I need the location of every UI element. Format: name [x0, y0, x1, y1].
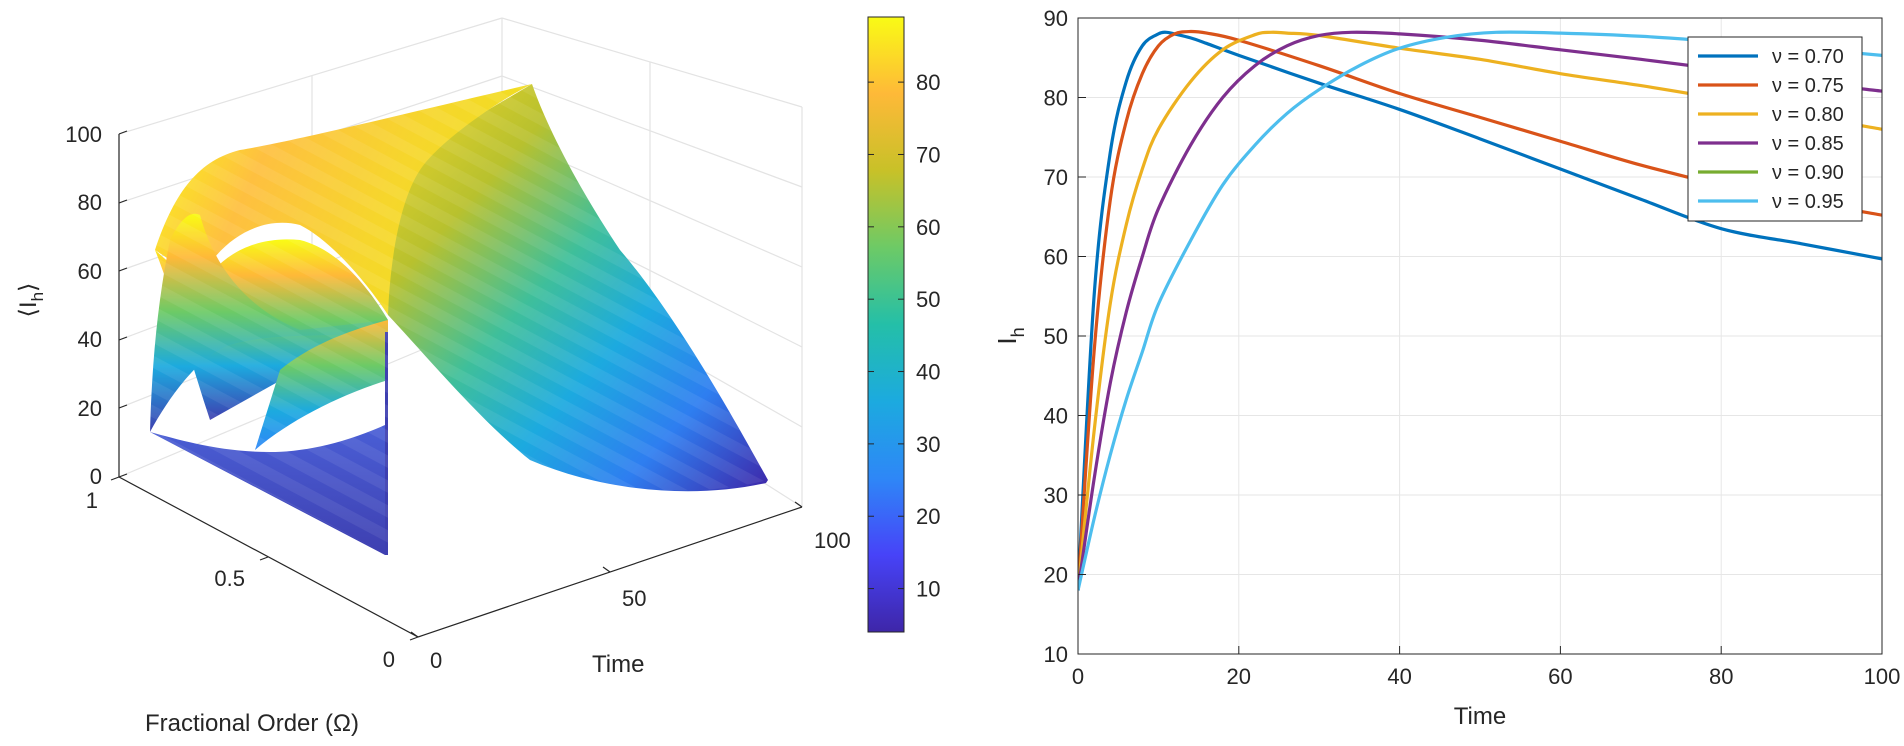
x-tick-labels: 0 50 100 [430, 528, 851, 673]
x-tick-label: 100 [814, 528, 851, 553]
y-tick-label: 10 [1044, 642, 1068, 667]
y-tick-labels: 0 0.5 1 [86, 488, 395, 672]
y-tick-label: 30 [1044, 483, 1068, 508]
x-tick-label: 100 [1864, 664, 1901, 689]
y-tick-label: 70 [1044, 165, 1068, 190]
colorbar-ticks: 10 20 30 40 50 60 70 80 [868, 70, 940, 602]
z-tick-label: 60 [78, 259, 102, 284]
y-tick-label: 20 [1044, 563, 1068, 588]
colorbar-gradient [867, 16, 905, 633]
legend: ν = 0.70 ν = 0.75 ν = 0.80 ν = 0.85 ν = 0.90… [1687, 36, 1863, 222]
surface-plot: 0 20 40 60 80 100 0 0.5 1 0 50 100 Time … [15, 17, 851, 737]
colorbar-tick-label: 20 [916, 504, 940, 529]
y-ticks: 10 20 30 40 50 60 70 80 90 [1044, 6, 1086, 667]
y-tick-label: 0 [383, 647, 395, 672]
legend-label: ν = 0.90 [1772, 162, 1844, 184]
colorbar-tick-label: 50 [916, 287, 940, 312]
z-tick-label: 100 [65, 122, 102, 147]
series-line-5 [1078, 30, 1882, 591]
colorbar-tick-label: 40 [916, 360, 940, 385]
y-tick-label: 60 [1044, 245, 1068, 270]
legend-items: ν = 0.70 ν = 0.75 ν = 0.80 ν = 0.85 ν = 0.90… [1698, 46, 1844, 213]
y-axis-label: Ih [992, 327, 1028, 344]
y-tick-label: 40 [1044, 404, 1068, 429]
z-tick-label: 20 [78, 396, 102, 421]
legend-label: ν = 0.75 [1772, 75, 1844, 97]
x-tick-label: 0 [430, 648, 442, 673]
x-tick-label: 80 [1709, 664, 1733, 689]
x-tick-label: 60 [1548, 664, 1572, 689]
colorbar: 10 20 30 40 50 60 70 80 [867, 16, 940, 633]
x-ticks: 0 20 40 60 80 100 [1072, 646, 1900, 689]
y-tick-label: 90 [1044, 6, 1068, 31]
surface-mesh [150, 84, 768, 555]
z-tick-label: 40 [78, 327, 102, 352]
y-tick-label: 50 [1044, 324, 1068, 349]
colorbar-tick-label: 70 [916, 142, 940, 167]
x-tick-label: 20 [1227, 664, 1251, 689]
series-line-1 [1078, 29, 1882, 591]
x-axis-3d [410, 501, 803, 638]
colorbar-tick-label: 80 [916, 70, 940, 95]
z-tick-label: 0 [90, 464, 102, 489]
z-tick-label: 80 [78, 190, 102, 215]
series-line-2 [1078, 30, 1882, 591]
colorbar-tick-label: 10 [916, 577, 940, 602]
legend-box [1687, 36, 1863, 222]
surface-texture [150, 84, 768, 555]
x-axis-label-3d: Time [592, 651, 644, 678]
legend-label: ν = 0.95 [1772, 191, 1844, 213]
series-lines [1078, 29, 1882, 591]
colorbar-tick-label: 30 [916, 432, 940, 457]
legend-label: ν = 0.85 [1772, 133, 1844, 155]
x-tick-label: 0 [1072, 664, 1084, 689]
y-axis-3d [110, 476, 419, 641]
y-tick-label: 0.5 [214, 566, 245, 591]
x-tick-label: 40 [1387, 664, 1411, 689]
y-axis-label-3d: Fractional Order (Ω) [145, 710, 359, 737]
x-tick-label: 50 [622, 586, 646, 611]
z-tick-labels: 0 20 40 60 80 100 [65, 122, 102, 489]
legend-label: ν = 0.80 [1772, 104, 1844, 126]
z-axis [118, 130, 128, 478]
colorbar-tick-label: 60 [916, 215, 940, 240]
x-axis-label: Time [1454, 703, 1506, 730]
series-line-3 [1078, 30, 1882, 591]
y-tick-label: 1 [86, 488, 98, 513]
legend-label: ν = 0.70 [1772, 46, 1844, 68]
z-axis-label-3d: ⟨Ih⟩ [15, 283, 47, 318]
series-line-0 [1078, 30, 1882, 591]
y-tick-label: 80 [1044, 86, 1068, 111]
